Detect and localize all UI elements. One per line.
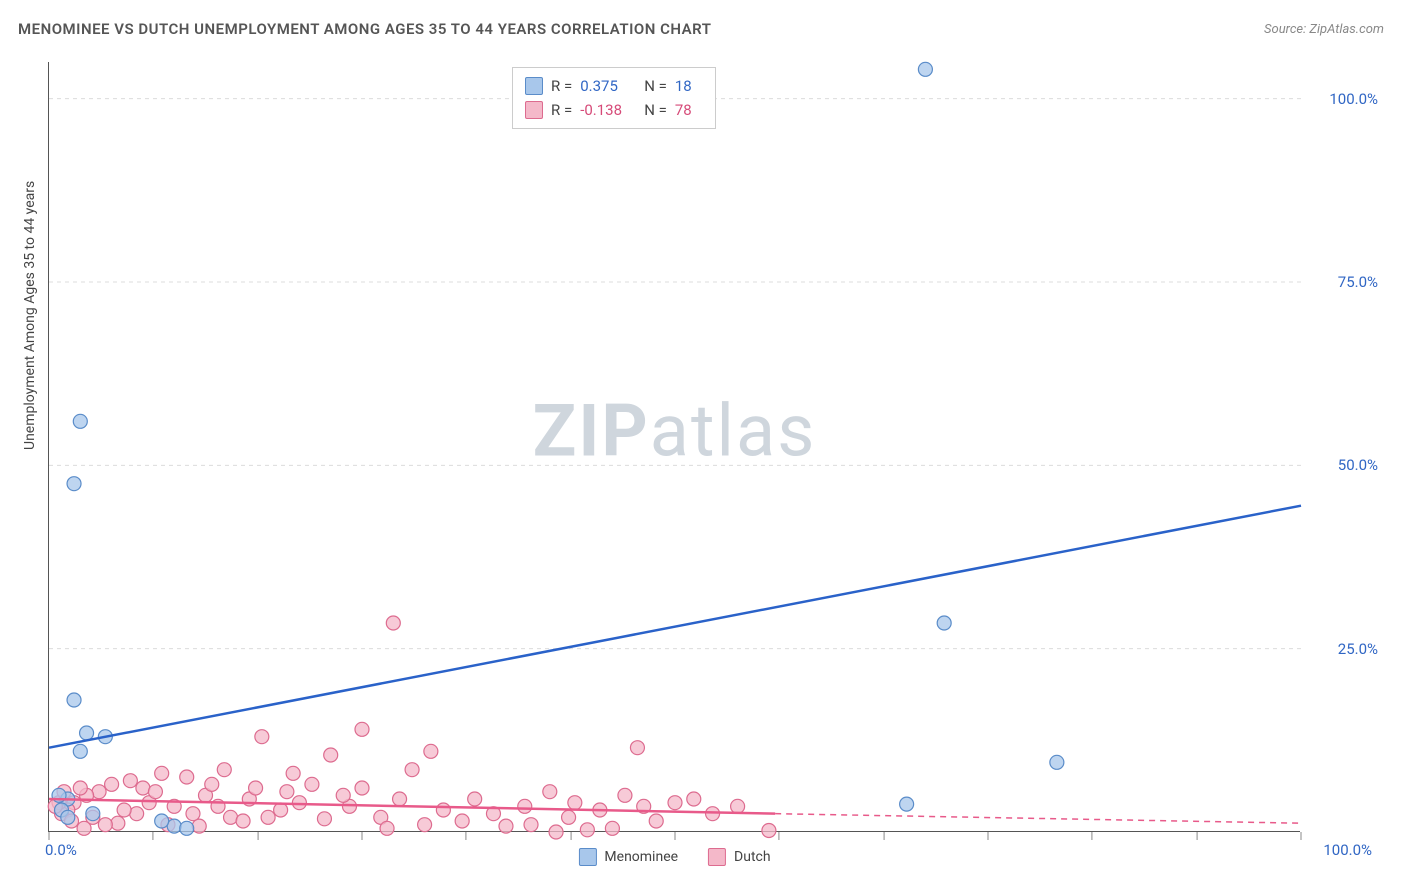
legend-swatch (578, 848, 596, 866)
stats-n-value: 78 (675, 101, 703, 119)
correlation-chart: MENOMINEE VS DUTCH UNEMPLOYMENT AMONG AG… (0, 0, 1406, 892)
stats-r-value: -0.138 (580, 101, 636, 119)
plot-area: ZIPatlas R =0.375N =18R =-0.138N =78 Men… (48, 62, 1300, 832)
stats-n-label: N = (644, 77, 667, 95)
y-tick-label: 50.0% (1308, 456, 1378, 474)
legend: Menominee Dutch (578, 848, 770, 866)
legend-label: Menominee (604, 849, 678, 865)
stats-box: R = 0.375 N = 18 R = -0.138 N = 78 (512, 67, 716, 129)
y-axis-title: Unemployment Among Ages 35 to 44 years (22, 181, 38, 450)
stats-n-value: 18 (675, 77, 703, 95)
x-tick-label: 0.0% (45, 841, 77, 859)
y-tick-label: 25.0% (1308, 640, 1378, 658)
legend-item: Dutch (708, 848, 771, 866)
chart-title: MENOMINEE VS DUTCH UNEMPLOYMENT AMONG AG… (18, 20, 711, 38)
legend-swatch (708, 848, 726, 866)
stats-row: R = -0.138 N = 78 (525, 98, 703, 122)
stats-swatch (525, 101, 543, 119)
y-tick-label: 100.0% (1308, 90, 1378, 108)
x-tick-label: 100.0% (1323, 841, 1372, 859)
stats-row: R = 0.375 N = 18 (525, 74, 703, 98)
stats-r-label: R = (551, 77, 572, 95)
stats-r-label: R = (551, 101, 572, 119)
stats-r-value: 0.375 (580, 77, 636, 95)
y-tick-label: 75.0% (1308, 273, 1378, 291)
legend-item: Menominee (578, 848, 678, 866)
plot-svg (49, 62, 1300, 831)
source-label: Source: ZipAtlas.com (1264, 22, 1384, 37)
stats-n-label: N = (644, 101, 667, 119)
legend-label: Dutch (734, 849, 771, 865)
stats-swatch (525, 77, 543, 95)
